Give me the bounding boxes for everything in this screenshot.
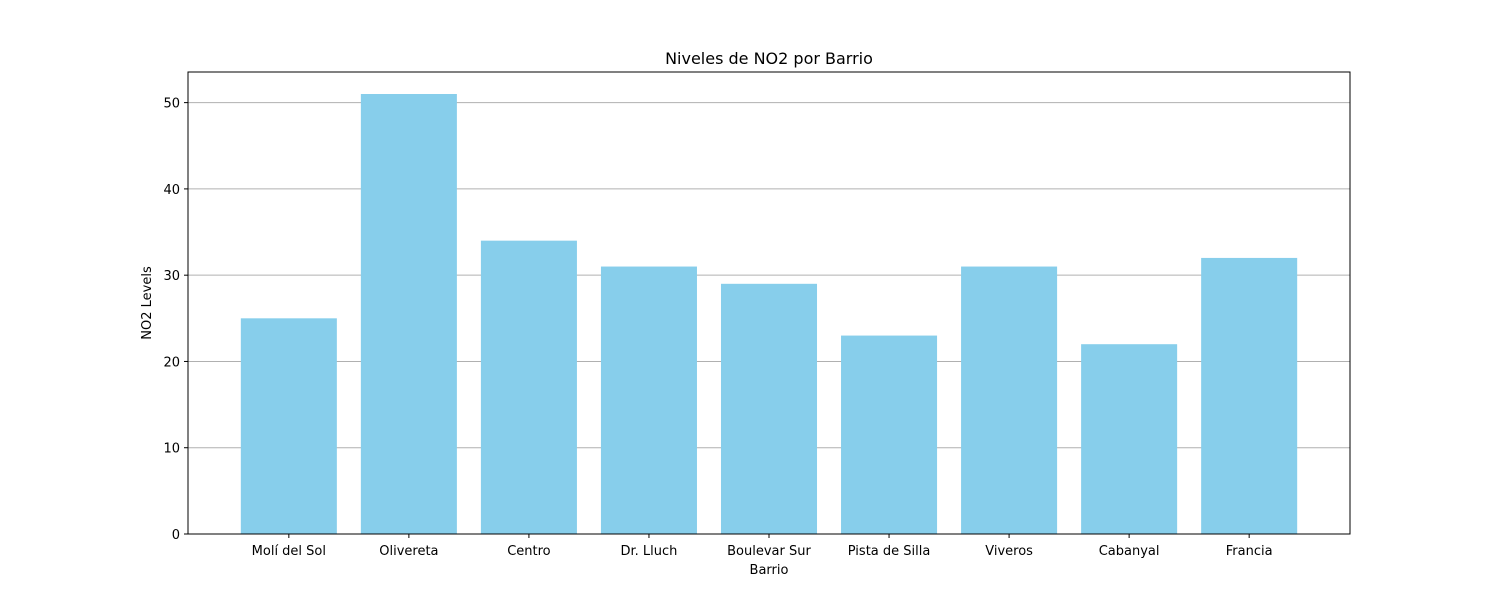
y-axis-ticks: 0 10 20 30 40 50 (163, 97, 188, 543)
x-tick-label: Dr. Lluch (620, 544, 677, 559)
chart-title: Niveles de NO2 por Barrio (665, 49, 873, 68)
y-tick-label: 50 (163, 97, 180, 112)
y-tick-label: 20 (163, 355, 180, 370)
y-tick-label: 30 (163, 269, 180, 284)
y-tick-label: 0 (172, 528, 180, 543)
bar (360, 94, 457, 534)
x-tick-label: Pista de Silla (848, 544, 931, 559)
y-axis-label: NO2 Levels (140, 266, 155, 340)
bar (961, 266, 1058, 534)
x-tick-label: Cabanyal (1099, 544, 1160, 559)
x-tick-label: Boulevar Sur (727, 544, 811, 559)
x-tick-label: Olivereta (379, 544, 438, 559)
bars (240, 94, 1298, 534)
y-tick-label: 40 (163, 183, 180, 198)
x-axis-label: Barrio (750, 563, 789, 578)
x-tick-label: Francia (1226, 544, 1273, 559)
bar (1201, 257, 1298, 534)
bar (841, 335, 938, 534)
x-tick-label: Viveros (985, 544, 1033, 559)
x-tick-label: Molí del Sol (252, 544, 326, 559)
x-tick-label: Centro (507, 544, 550, 559)
bar (1081, 344, 1178, 534)
bar (600, 266, 697, 534)
y-tick-label: 10 (163, 442, 180, 457)
bar (720, 283, 818, 534)
bar (240, 318, 337, 534)
x-axis-ticks: Molí del Sol Olivereta Centro Dr. Lluch Boul… (252, 534, 1273, 559)
bar (480, 240, 577, 534)
